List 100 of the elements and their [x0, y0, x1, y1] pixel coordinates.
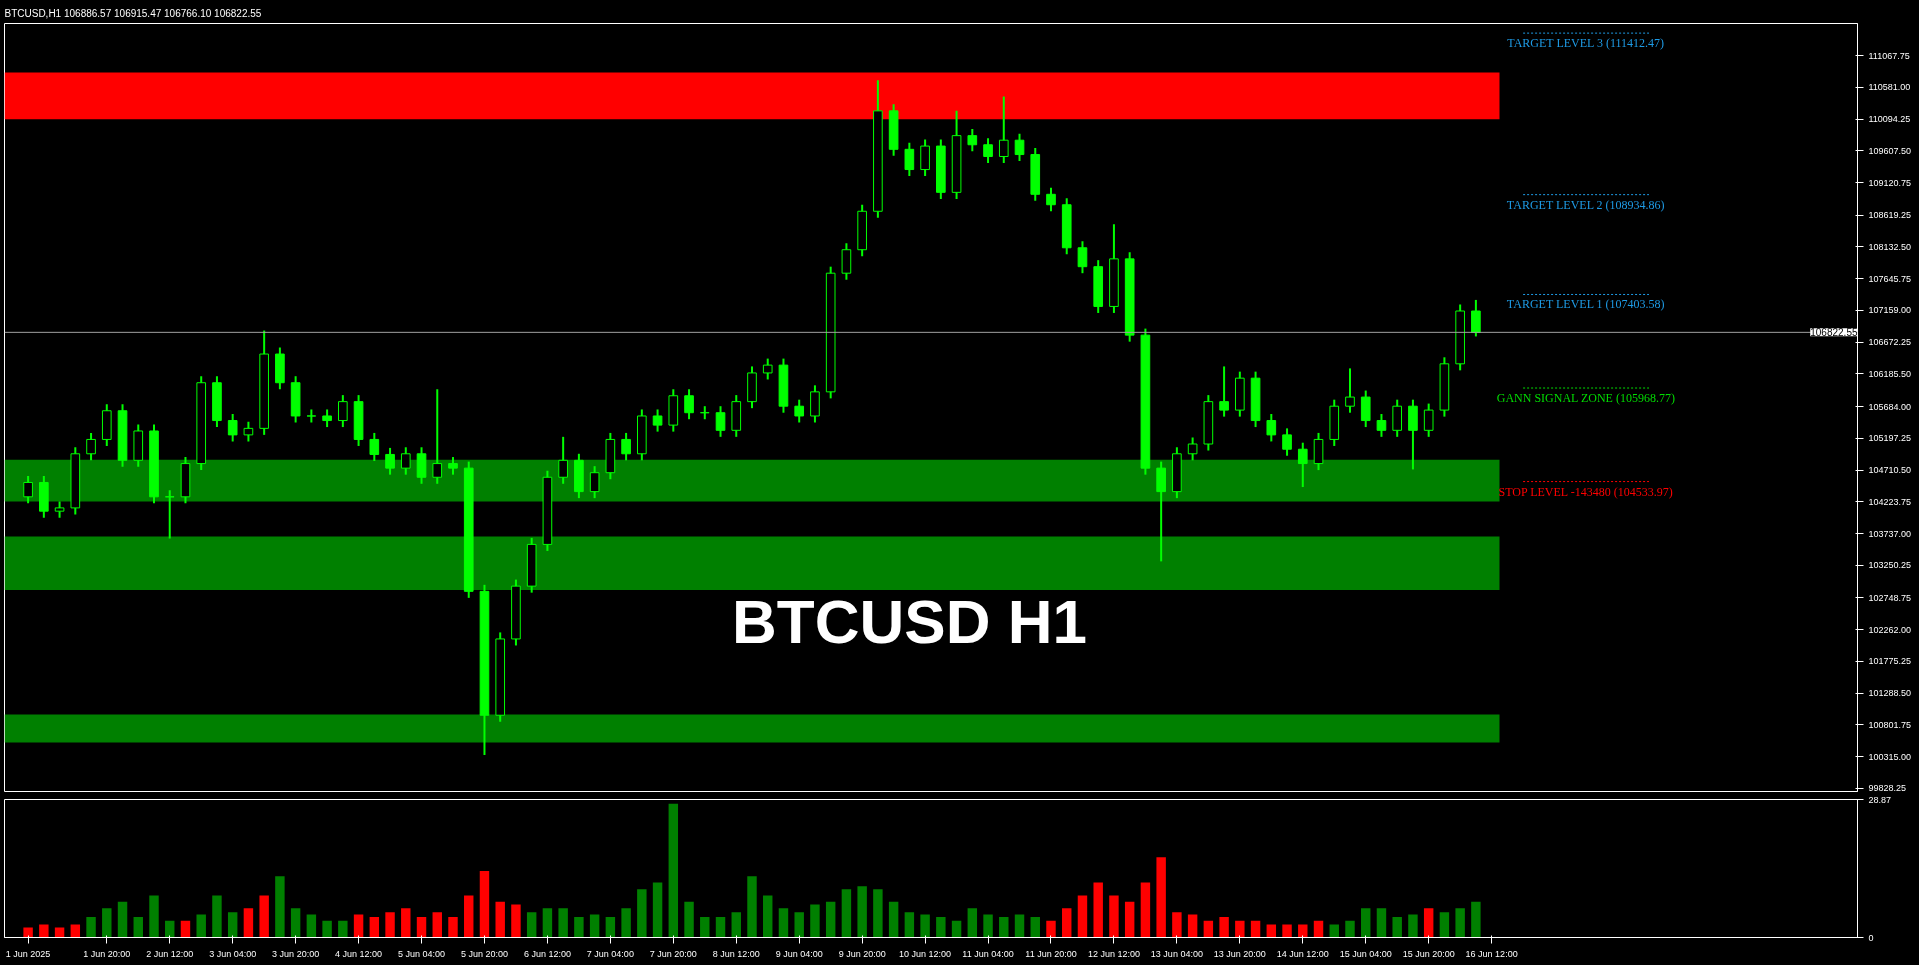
ref-line-label: GANN SIGNAL ZONE (105968.77)	[1496, 391, 1675, 406]
bar	[700, 916, 710, 938]
bar	[290, 908, 301, 938]
bar	[1423, 908, 1434, 938]
y-tick-label: 100315.00	[1868, 751, 1912, 762]
x-tick-label: 3 Jun 20:00	[272, 948, 320, 959]
y-tick-label: 107159.00	[1868, 305, 1912, 316]
candlestick	[983, 137, 993, 165]
bar	[1093, 882, 1103, 938]
bar	[1313, 920, 1324, 938]
bar	[1345, 920, 1355, 938]
candlestick	[369, 431, 380, 462]
bar	[873, 889, 883, 938]
bar	[117, 901, 128, 938]
bar	[526, 912, 537, 938]
bar	[1282, 924, 1292, 938]
x-tick-label: 9 Jun 20:00	[838, 948, 886, 959]
candlestick	[338, 394, 348, 429]
bar	[322, 920, 332, 938]
candlestick	[243, 420, 254, 443]
bar	[149, 895, 159, 938]
x-tick-label: 5 Jun 04:00	[398, 948, 446, 959]
bar	[574, 916, 584, 938]
bar	[416, 916, 427, 938]
x-tick-label: 13 Jun 20:00	[1213, 948, 1266, 959]
bar	[983, 914, 993, 938]
candlestick	[841, 242, 852, 281]
candlestick	[385, 446, 395, 476]
x-tick-label: 2 Jun 12:00	[146, 948, 194, 959]
bar	[338, 920, 348, 938]
candlestick	[715, 405, 726, 438]
bar	[243, 908, 254, 938]
x-tick-label: 13 Jun 04:00	[1150, 948, 1203, 959]
bar	[668, 803, 679, 938]
bar	[999, 916, 1009, 938]
bar	[951, 920, 962, 938]
bar	[558, 908, 568, 938]
candlestick	[400, 446, 411, 476]
candlestick	[1376, 413, 1387, 438]
ref-line-label: TARGET LEVEL 3 (111412.47)	[1507, 36, 1665, 51]
bar	[904, 912, 915, 938]
bar	[369, 916, 380, 938]
bar	[385, 912, 395, 938]
bar	[1235, 920, 1245, 938]
y-tick-label: 105684.00	[1868, 401, 1912, 412]
bar	[778, 908, 789, 938]
bar	[212, 895, 222, 938]
candlestick	[621, 431, 631, 462]
y-tick-label: 99828.25	[1868, 783, 1907, 794]
candlestick	[762, 357, 773, 381]
bar	[353, 914, 364, 938]
bar	[432, 912, 442, 938]
x-tick-label: 1 Jun 2025	[5, 948, 51, 959]
x-tick-label: 1 Jun 20:00	[83, 948, 131, 959]
y-tick-label: 104710.50	[1868, 465, 1912, 476]
bar	[920, 914, 930, 938]
candlestick	[684, 388, 694, 421]
bar	[448, 916, 458, 938]
ref-line-label: 106822.55	[1810, 327, 1858, 339]
y-tick-label: 103250.25	[1868, 560, 1912, 571]
bar	[1187, 914, 1198, 938]
x-tick-label: 10 Jun 12:00	[899, 948, 952, 959]
y-tick-label: 110581.00	[1868, 82, 1911, 93]
y-tick-label: 111067.75	[1868, 50, 1910, 61]
bar	[605, 916, 616, 938]
bar	[1140, 882, 1151, 938]
bar	[747, 876, 757, 938]
y-tick-label: 109607.50	[1868, 145, 1912, 156]
bar	[1471, 901, 1481, 938]
bar	[227, 912, 238, 938]
y-tick-label: 110094.25	[1868, 114, 1911, 125]
bar	[23, 927, 33, 938]
chart-title: BTCUSD,H1 106886.57 106915.47 106766.10 106822.55	[4, 7, 262, 19]
y-tick-label: 106185.50	[1868, 368, 1912, 379]
bar	[1298, 924, 1308, 938]
bar	[542, 908, 553, 938]
bar	[133, 916, 143, 938]
y-tick-label: 103737.00	[1868, 528, 1912, 539]
bar	[763, 895, 773, 938]
bar	[1046, 920, 1056, 938]
bar	[652, 882, 663, 938]
candlestick	[1187, 436, 1198, 462]
candlestick	[920, 138, 930, 178]
x-tick-label: 7 Jun 04:00	[586, 948, 634, 959]
candlestick	[998, 95, 1009, 165]
ref-line-label: TARGET LEVEL 1 (107403.58)	[1506, 297, 1665, 312]
annotation: BTCUSD H1	[732, 587, 1087, 657]
y-tick-label: 106672.25	[1868, 337, 1912, 348]
bar	[1376, 908, 1387, 938]
bar	[196, 914, 206, 938]
bar	[1455, 908, 1465, 938]
candlestick	[1077, 240, 1088, 275]
y-tick-label: 100801.75	[1868, 719, 1912, 730]
bar	[1361, 908, 1371, 938]
candlestick	[1014, 132, 1025, 163]
bar	[1408, 914, 1418, 938]
candlestick	[652, 408, 663, 433]
bar	[684, 901, 694, 938]
bar	[479, 871, 490, 938]
x-tick-label: 5 Jun 20:00	[460, 948, 508, 959]
